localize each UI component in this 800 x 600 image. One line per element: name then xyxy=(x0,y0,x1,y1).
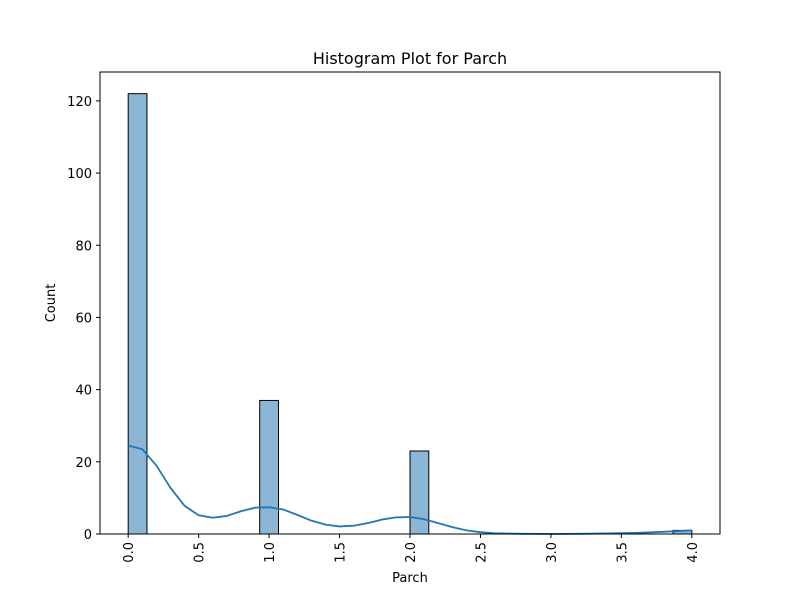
y-tick-label: 0 xyxy=(84,528,92,543)
y-tick-label: 100 xyxy=(67,167,92,182)
x-tick-label: 4.0 xyxy=(686,542,701,563)
x-tick-label: 0.5 xyxy=(193,542,208,563)
axes-layer: 0.0 0.5 1.0 1.5 2.0 2.5 3.0 3.5 4.0 0 20 40 60 80 100 1… xyxy=(67,71,721,563)
y-tick-label: 40 xyxy=(75,384,92,399)
x-tick-label: 2.0 xyxy=(404,542,419,563)
histogram-bar xyxy=(259,399,279,535)
y-tick-label: 120 xyxy=(67,95,92,110)
chart-title: Histogram Plot for Parch xyxy=(313,49,507,68)
x-tick-label: 0.0 xyxy=(122,542,137,563)
y-axis-label: Count xyxy=(44,284,59,323)
x-tick-label: 1.5 xyxy=(334,542,349,563)
y-tick-label: 20 xyxy=(75,456,92,471)
x-tick-label: 1.0 xyxy=(263,542,278,563)
histogram-bar xyxy=(127,93,148,535)
histogram-bar xyxy=(409,450,430,535)
x-tick-label: 3.5 xyxy=(615,542,630,563)
y-tick-label: 80 xyxy=(75,239,92,254)
y-tick-label: 60 xyxy=(75,311,92,326)
x-tick-label: 2.5 xyxy=(474,542,489,563)
x-axis-label: Parch xyxy=(392,571,428,586)
bars-layer xyxy=(127,93,693,535)
x-tick-label: 3.0 xyxy=(545,542,560,563)
